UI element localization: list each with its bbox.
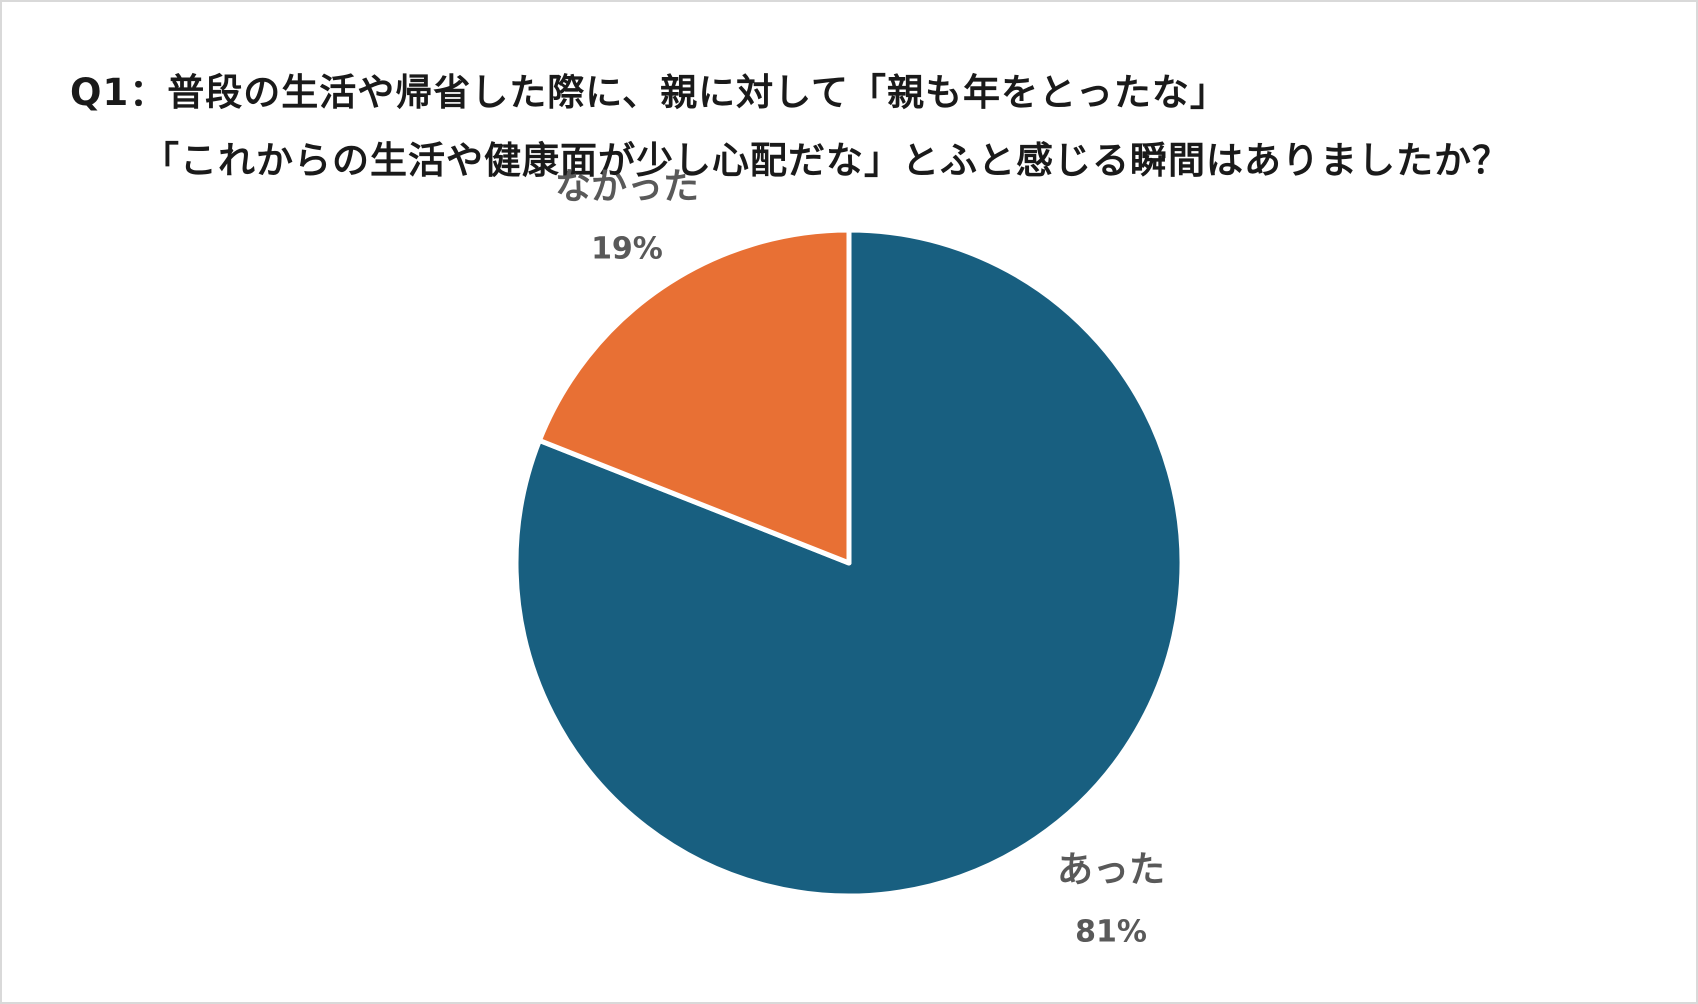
- data-label-percent: 19%: [591, 231, 663, 266]
- pie-slice-nakatta: [536, 227, 852, 566]
- chart-title-line-2: 「これからの生活や健康面が少し心配だな」とふと感じる瞬間はありましたか？: [142, 139, 1510, 182]
- data-label-category: なかった: [555, 166, 699, 207]
- pie-data-labels: あった 81% なかった 19%: [555, 166, 1165, 949]
- chart-title-line-1: Q1：普段の生活や帰省した際に、親に対して「親も年をとったな」: [70, 71, 1228, 114]
- pie-slices: [513, 227, 1185, 899]
- data-label-category: あった: [1057, 850, 1165, 891]
- data-label-percent: 81%: [1075, 915, 1147, 950]
